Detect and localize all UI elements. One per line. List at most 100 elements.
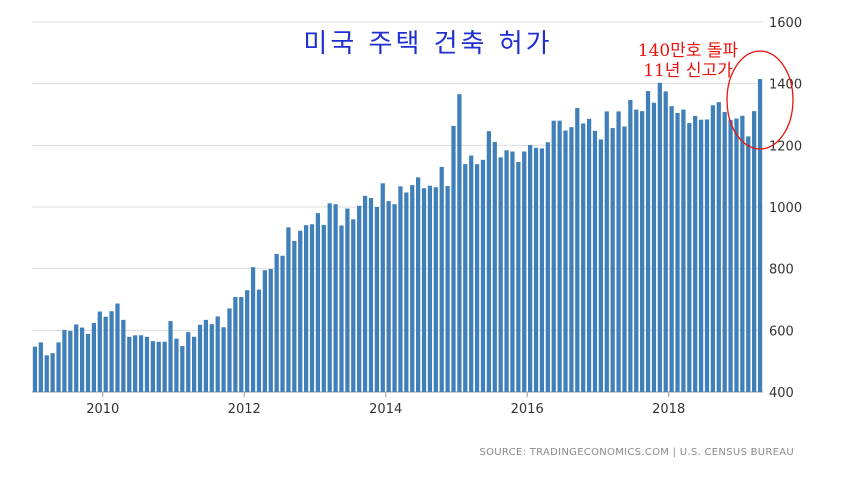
bar — [374, 207, 379, 392]
bar — [127, 336, 132, 392]
annotation-circle — [726, 50, 794, 150]
bar — [79, 327, 85, 392]
bar — [510, 151, 515, 392]
bar — [298, 230, 303, 392]
bar — [746, 136, 751, 392]
bar — [492, 141, 497, 392]
bar — [197, 324, 203, 392]
bar — [469, 155, 474, 392]
bar — [740, 115, 745, 392]
bar — [133, 335, 138, 392]
bar-series — [32, 79, 763, 393]
bar — [44, 355, 49, 392]
bar — [716, 102, 721, 393]
bar — [168, 321, 173, 392]
annotation-line-1: 140만호 돌파 — [638, 41, 739, 61]
bar — [333, 204, 338, 392]
bar — [215, 316, 220, 392]
bar — [386, 201, 391, 392]
bar — [528, 145, 533, 392]
bar — [722, 112, 727, 392]
bar — [74, 324, 79, 392]
bar — [463, 164, 468, 392]
bar — [516, 161, 521, 392]
bar — [351, 219, 356, 392]
bar — [97, 311, 102, 392]
bar — [304, 225, 309, 392]
bar — [645, 91, 651, 392]
bar — [56, 342, 61, 392]
bar — [581, 123, 586, 392]
bar — [622, 126, 627, 393]
bar — [433, 187, 438, 392]
bar — [604, 111, 609, 393]
bar — [563, 130, 568, 392]
bar — [156, 341, 161, 392]
bar — [681, 109, 686, 392]
bar — [50, 353, 55, 392]
bar — [410, 185, 415, 392]
bar — [327, 203, 332, 392]
x-axis: 2010 2012 2014 2016 2018 — [86, 392, 685, 417]
y-tick-label: 400 — [769, 386, 794, 401]
bar — [233, 297, 238, 392]
bar — [162, 341, 167, 392]
bar — [268, 268, 273, 392]
bar — [693, 116, 698, 392]
bar — [274, 253, 279, 392]
x-tick-label: 2012 — [228, 402, 261, 417]
bar — [698, 119, 704, 393]
source-note: SOURCE: TRADINGECONOMICS.COM | U.S. CENS… — [479, 447, 794, 458]
bar — [752, 111, 757, 393]
bar — [38, 342, 43, 392]
bar — [439, 166, 444, 392]
bar — [522, 151, 527, 392]
bar — [557, 120, 562, 393]
bar — [362, 195, 368, 392]
bar — [757, 79, 763, 392]
bar — [687, 123, 692, 392]
bar — [245, 290, 250, 392]
bar — [651, 102, 657, 392]
bar — [357, 205, 362, 392]
bar — [734, 118, 739, 392]
y-tick-label: 600 — [769, 324, 794, 339]
bar — [239, 297, 244, 392]
bar — [663, 91, 668, 393]
bar — [221, 327, 226, 392]
bar — [262, 270, 267, 392]
x-tick-label: 2014 — [369, 402, 402, 417]
bar — [209, 324, 214, 392]
bar — [486, 131, 491, 392]
y-tick-label: 800 — [769, 263, 794, 278]
bar — [427, 185, 433, 392]
y-tick-label: 1600 — [769, 16, 802, 31]
bar — [445, 186, 450, 392]
bar — [339, 225, 344, 392]
bar — [180, 346, 185, 392]
bar — [451, 125, 456, 392]
bar — [533, 147, 539, 392]
bar — [545, 142, 550, 392]
bar — [256, 289, 262, 392]
bar — [292, 240, 297, 392]
chart-title: 미국 주택 건축 허가 — [303, 29, 552, 59]
bar — [144, 336, 150, 392]
bar — [404, 192, 409, 392]
bar — [250, 267, 256, 393]
bar — [474, 164, 480, 392]
bar — [704, 119, 710, 393]
bar — [728, 120, 733, 393]
bar — [62, 330, 67, 392]
bar — [575, 108, 580, 392]
bar — [498, 157, 503, 392]
bar — [138, 335, 144, 392]
bar — [675, 112, 680, 393]
bar — [91, 322, 97, 392]
bar — [186, 332, 191, 392]
bar — [309, 224, 315, 392]
bar — [280, 255, 285, 392]
bar — [539, 148, 545, 392]
bar — [85, 334, 91, 392]
bar — [504, 150, 509, 392]
